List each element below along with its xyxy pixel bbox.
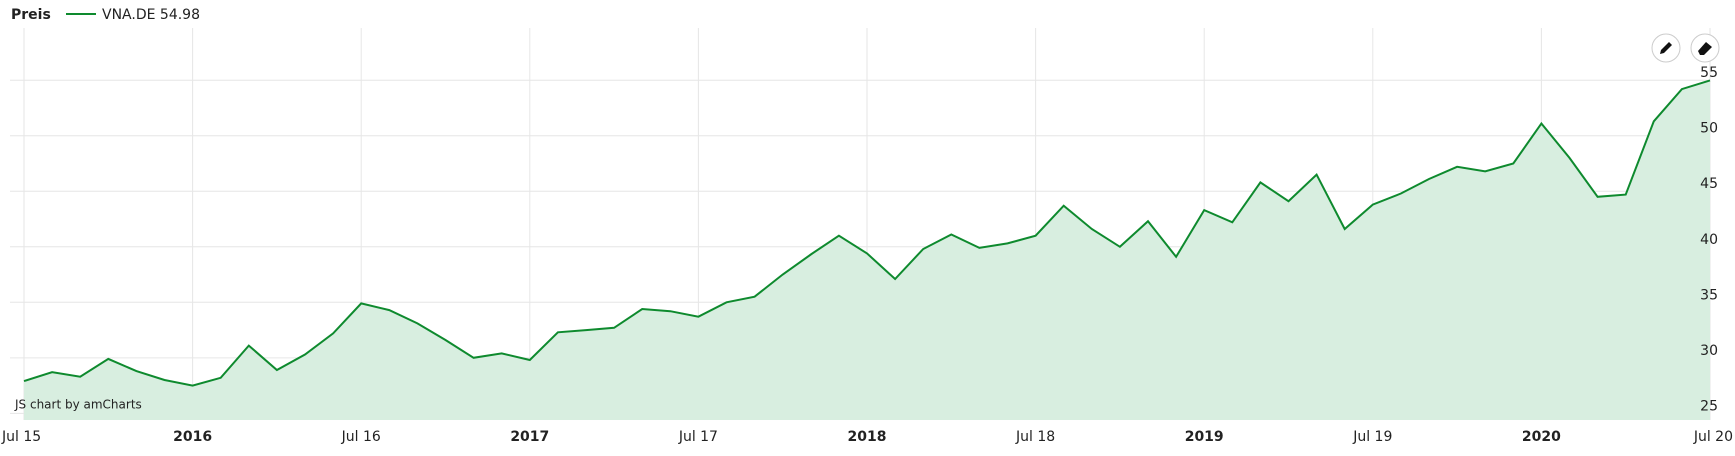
area — [24, 80, 1710, 421]
pencil-button[interactable] — [1651, 33, 1681, 63]
x-tick-label: 2016 — [173, 429, 212, 445]
y-tick-label: 35 — [1700, 287, 1718, 303]
x-tick-label: Jul 17 — [678, 429, 718, 445]
legend-name: VNA.DE — [102, 7, 155, 23]
x-tick-label: Jul 19 — [1352, 429, 1392, 445]
x-tick-label: 2019 — [1185, 429, 1224, 445]
x-tick-label: Jul 20 — [1693, 429, 1733, 445]
x-tick-label: Jul 18 — [1015, 429, 1055, 445]
eraser-button[interactable] — [1690, 33, 1720, 63]
x-tick-label: 2017 — [510, 429, 549, 445]
legend-title: Preis — [11, 7, 51, 23]
x-tick-label: 2020 — [1522, 429, 1561, 445]
y-tick-label: 45 — [1700, 176, 1718, 192]
y-tick-label: 50 — [1700, 121, 1718, 137]
x-tick-label: 2018 — [848, 429, 887, 445]
legend-value: 54.98 — [160, 7, 200, 23]
line — [23, 79, 1711, 387]
x-tick-label: Jul 16 — [341, 429, 381, 445]
legend-label: VNA.DE 54.98 — [102, 7, 200, 23]
y-tick-label: 55 — [1700, 65, 1718, 81]
y-tick-label: 40 — [1700, 232, 1718, 248]
y-tick-label: 30 — [1700, 343, 1718, 359]
credit: JS chart by amCharts — [14, 398, 142, 412]
y-tick-label: 25 — [1700, 398, 1718, 414]
x-tick-label: Jul 15 — [1, 429, 41, 445]
